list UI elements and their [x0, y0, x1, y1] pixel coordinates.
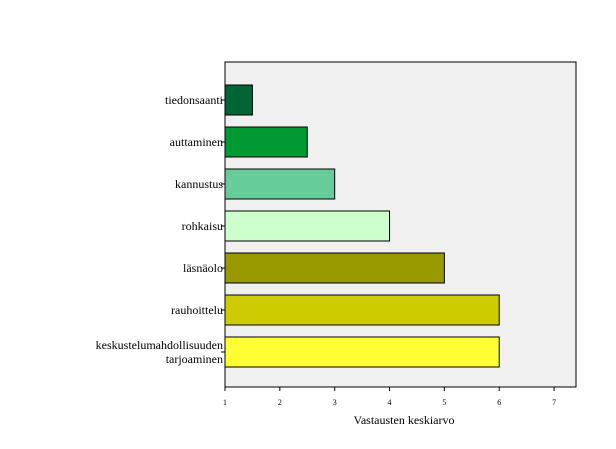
category-label: rohkaisu	[182, 219, 223, 233]
x-tick-label: 7	[552, 398, 556, 407]
category-label: tiedonsaanti	[165, 93, 224, 107]
category-label: läsnäolo	[183, 261, 223, 275]
x-tick-label: 2	[278, 398, 282, 407]
bar	[224, 126, 308, 158]
bars-group	[224, 84, 500, 368]
x-axis-title: Vastausten keskiarvo	[354, 413, 455, 427]
bar	[224, 84, 253, 116]
x-tick-label: 1	[223, 398, 227, 407]
bar	[224, 210, 391, 242]
category-label: rauhoittelu	[171, 303, 223, 317]
bar	[224, 168, 336, 200]
x-axis: 1 2 3 4 5 6 7	[223, 387, 556, 407]
category-labels: tiedonsaanti auttaminen kannustus rohkaisu l…	[96, 93, 225, 366]
bar	[224, 252, 445, 284]
category-label: kannustus	[175, 177, 223, 191]
x-tick-label: 5	[442, 398, 446, 407]
bar	[224, 294, 500, 326]
category-label: auttaminen	[170, 135, 223, 149]
bar	[224, 336, 500, 368]
category-label: keskustelumahdollisuuden tarjoaminen	[96, 338, 223, 366]
x-tick-label: 3	[333, 398, 337, 407]
x-tick-label: 4	[388, 398, 392, 407]
x-tick-label: 6	[497, 398, 501, 407]
